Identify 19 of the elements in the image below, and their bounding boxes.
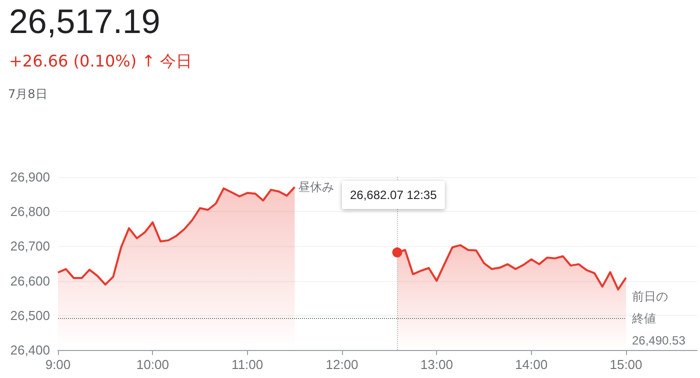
y-tick-label: 26,900 xyxy=(10,170,50,184)
annotation: 26,682.07 12:35 xyxy=(350,188,438,202)
y-tick-label: 26,400 xyxy=(10,342,50,358)
ref-line-label: 前日の終値 26,490.53 xyxy=(631,290,686,348)
x-tick-label: 9:00 xyxy=(45,357,71,372)
chart-subtitle: +26.66 (0.10%) ↑ 今日 xyxy=(9,52,192,70)
text: 7月8日 xyxy=(8,87,48,101)
x-tick-label: 10:00 xyxy=(136,357,169,372)
y-tick-label: 26,800 xyxy=(10,204,50,220)
y-tick-label: 26,600 xyxy=(10,273,50,288)
x-tick-label: 14:00 xyxy=(515,357,548,372)
y-tick-label: 26,500 xyxy=(10,308,50,323)
chart-title: 26,517.19 xyxy=(9,3,160,41)
x-tick-label: 12:00 xyxy=(326,357,358,372)
x-tick-label: 15:00 xyxy=(610,357,642,372)
x-tick-label: 11:00 xyxy=(232,357,264,372)
y-tick-label: 26,700 xyxy=(10,238,50,254)
x-tick-label: 13:00 xyxy=(420,357,453,372)
annotation: 昼休み xyxy=(298,180,334,194)
